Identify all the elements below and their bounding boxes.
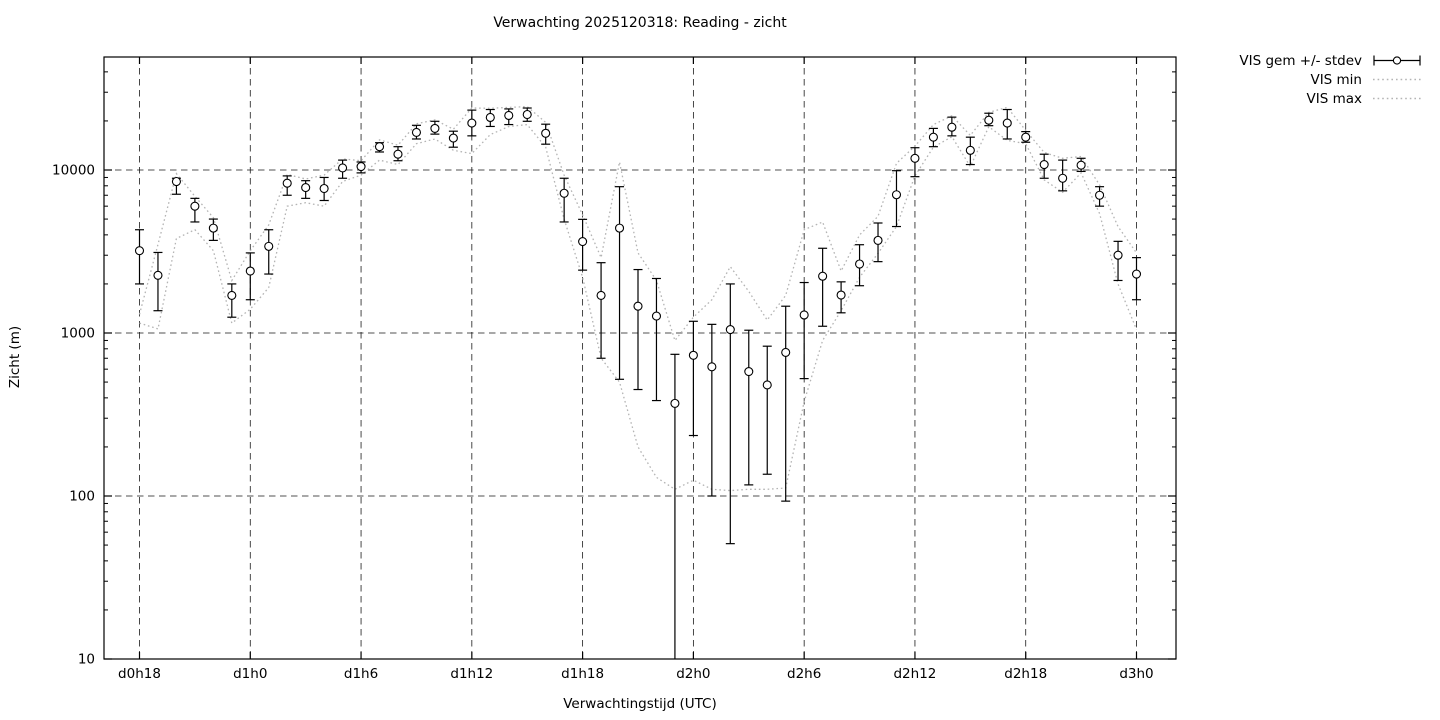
mean-marker [504,110,514,121]
mean-marker [688,350,698,360]
mean-marker [1058,173,1068,183]
mean-marker [522,109,532,120]
mean-marker [282,178,292,188]
legend-entry-vis-gem: VIS gem +/- stdev [1239,51,1423,70]
mean-marker [873,235,883,245]
mean-marker [799,310,809,320]
mean-marker [910,153,920,163]
dotted-line-max-icon [1371,92,1423,105]
grid-lines [104,57,1176,659]
mean-marker [264,241,274,251]
x-tick-label: d0h18 [118,666,161,682]
legend: VIS gem +/- stdev VIS min VIS max [1239,51,1423,108]
mean-marker [467,118,477,128]
axis-ticks [104,57,1176,660]
x-tick-label: d1h6 [344,666,378,682]
mean-marker [818,271,828,281]
mean-marker [1095,190,1105,200]
mean-marker [891,190,902,200]
mean-marker [984,115,994,125]
mean-marker [208,223,218,233]
mean-marker [134,246,145,256]
mean-marker [596,290,606,300]
y-tick-label: 10000 [52,163,95,179]
x-tick-label: d1h0 [233,666,267,682]
mean-marker [356,161,366,172]
x-tick-label: d2h12 [893,666,936,682]
mean-marker [1002,118,1012,128]
y-tick-label: 100 [69,489,95,505]
vis-mean-stdev-series [134,107,1142,659]
legend-label-vis-max: VIS max [1306,90,1363,107]
mean-marker [541,128,551,138]
mean-marker [707,362,717,372]
mean-marker [245,266,255,276]
x-tick-label: d2h18 [1004,666,1047,682]
mean-marker [928,132,938,142]
vis-min-line [139,123,1138,492]
mean-marker [301,183,311,193]
legend-entry-vis-max: VIS max [1239,89,1423,108]
mean-marker [319,183,329,194]
tick-labels: 10 100 1000 10000 d0h18 d1h0 d1h6 d1h12 d1h18 d2h… [52,163,1154,683]
mean-marker [744,367,754,377]
mean-marker [1039,160,1049,170]
mean-marker [227,290,237,300]
y-tick-label: 10 [78,652,95,668]
mean-marker [670,398,680,408]
mean-marker [651,311,662,321]
mean-marker [1113,250,1123,260]
legend-entry-vis-min: VIS min [1239,70,1423,89]
x-tick-label: d1h18 [561,666,604,682]
mean-marker [1131,269,1142,279]
mean-marker [338,163,348,173]
mean-marker [190,201,200,211]
x-tick-label: d2h6 [787,666,821,682]
mean-marker [633,301,643,311]
mean-marker [855,259,865,269]
mean-marker [1021,132,1031,142]
y-axis-label: Zicht (m) [7,325,23,389]
mean-marker [947,122,957,132]
mean-marker [374,142,385,152]
dotted-line-min-icon [1371,73,1423,86]
mean-marker [485,112,495,123]
x-tick-label: d2h0 [676,666,710,682]
mean-marker [762,380,772,390]
legend-label-vis-min: VIS min [1310,71,1362,88]
chart-title: Verwachting 2025120318: Reading - zicht [493,15,787,31]
x-tick-label: d1h12 [450,666,493,682]
mean-marker [411,127,421,137]
mean-marker [965,145,975,155]
x-axis-label: Verwachtingstijd (UTC) [563,696,717,712]
legend-label-vis-gem: VIS gem +/- stdev [1239,52,1362,69]
mean-marker [578,236,588,247]
mean-marker [393,149,403,159]
mean-marker [781,347,791,357]
plot-border [103,56,1177,660]
x-tick-label: d3h0 [1119,666,1153,682]
mean-marker [430,123,440,133]
mean-marker [448,133,458,143]
mean-marker [559,188,569,198]
errorbar-symbol-icon [1371,54,1423,67]
y-tick-label: 1000 [61,326,95,342]
mean-marker [171,176,181,187]
mean-marker [614,223,625,233]
mean-marker [153,270,163,280]
mean-marker [836,290,846,300]
mean-marker [1076,160,1086,170]
mean-marker [725,324,735,335]
